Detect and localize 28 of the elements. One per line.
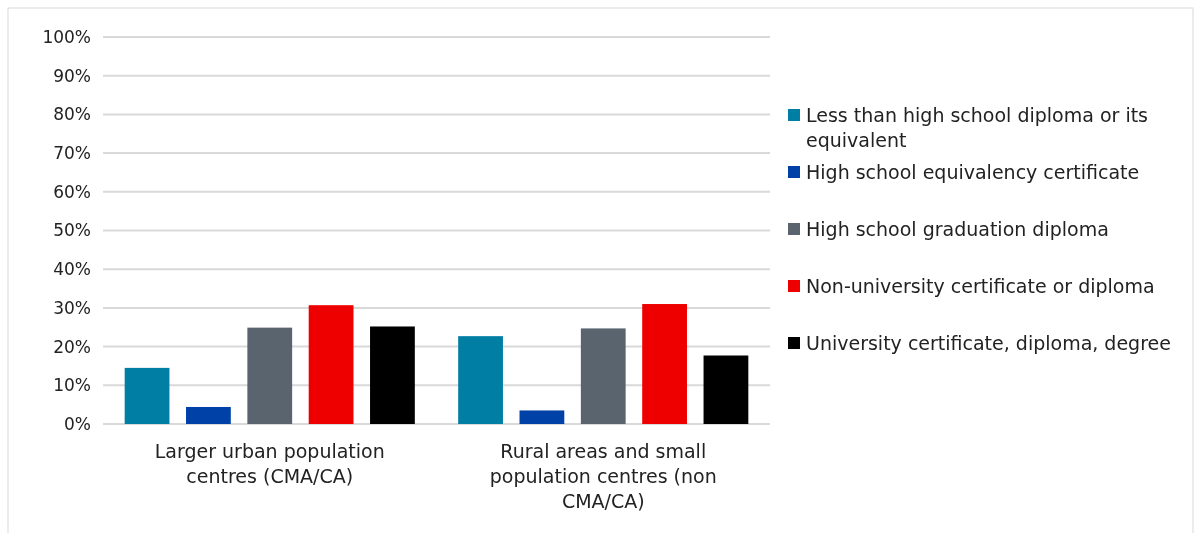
y-tick-label: 100% bbox=[42, 26, 91, 47]
bar bbox=[247, 327, 293, 424]
bar bbox=[124, 367, 170, 424]
bar bbox=[519, 410, 565, 424]
y-tick-label: 70% bbox=[53, 143, 91, 164]
bar bbox=[308, 305, 354, 424]
bar bbox=[370, 326, 415, 424]
bar bbox=[580, 328, 626, 424]
bar bbox=[186, 406, 231, 424]
bar bbox=[458, 336, 503, 424]
bar bbox=[642, 304, 687, 424]
y-tick-label: 90% bbox=[53, 65, 91, 86]
y-tick-label: 0% bbox=[64, 413, 91, 434]
legend-label: High school equivalency certificate bbox=[806, 161, 1140, 183]
y-tick-label: 60% bbox=[53, 181, 91, 202]
y-tick-label: 50% bbox=[53, 220, 91, 241]
y-tick-label: 30% bbox=[53, 297, 91, 318]
y-tick-label: 10% bbox=[53, 375, 91, 396]
y-tick-label: 40% bbox=[53, 259, 91, 280]
legend-label: Less than high school diploma or its equivalent bbox=[806, 104, 1149, 151]
y-tick-label: 80% bbox=[53, 104, 91, 125]
x-tick-label: Rural areas and small population centres (non CMA/CA) bbox=[489, 440, 717, 512]
bar bbox=[703, 355, 749, 424]
y-tick-label: 20% bbox=[53, 336, 91, 357]
x-tick-label: Larger urban population centres (CMA/CA) bbox=[154, 440, 385, 487]
legend-label: Non-university certificate or diploma bbox=[806, 275, 1155, 297]
legend-label: High school graduation diploma bbox=[806, 218, 1109, 240]
legend-label: University certificate, diploma, degree bbox=[806, 332, 1171, 354]
